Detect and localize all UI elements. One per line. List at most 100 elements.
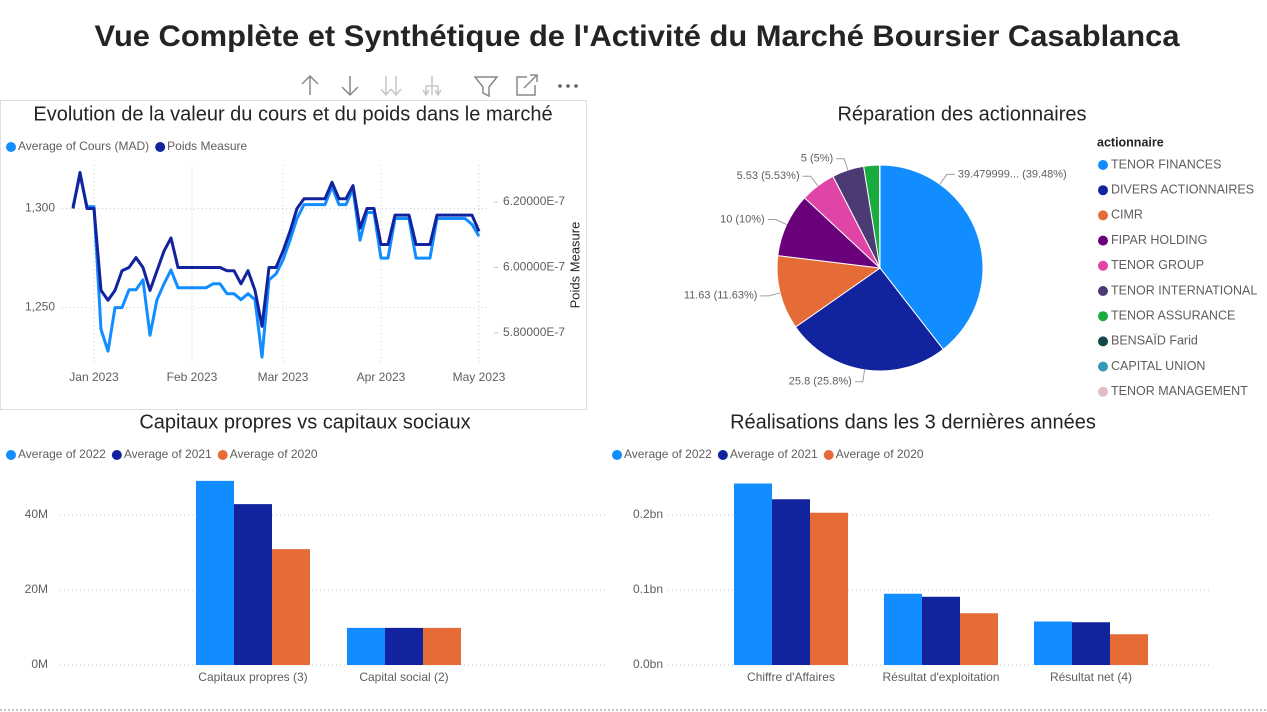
y-tick-label: 0.2bn [633,507,663,521]
bar [347,627,385,665]
chart-title: Capitaux propres vs capitaux sociaux [139,411,470,433]
chart-title: Réparation des actionnaires [837,103,1086,125]
legend-label: DIVERS ACTIONNAIRES [1111,182,1254,196]
drill-up[interactable] [301,74,319,95]
x-tick-label: Résultat net (4) [1050,670,1132,684]
legend-marker [823,450,834,460]
leader-line [836,158,849,171]
bar [1110,634,1148,665]
x-tick-label: Jan 2023 [69,370,119,384]
legend-marker [1098,210,1108,221]
legend-marker [1098,260,1108,271]
drill-down[interactable] [341,76,359,97]
leader-line [760,292,781,297]
x-tick-label: Capital social (2) [359,670,448,684]
leader-line [767,219,787,226]
y2-tick-label: 6.00000E-7 [503,260,565,274]
legend-label: Average of 2021 [730,447,818,461]
legend-marker [1098,160,1108,170]
y-tick-label: 40M [25,507,48,521]
x-tick-label: Mar 2023 [258,370,309,384]
legend-title: actionnaire [1097,135,1164,149]
bar [922,596,960,665]
legend-marker [111,450,122,460]
chart-title: Réalisations dans les 3 dernières années [730,411,1096,433]
legend-marker [612,450,622,460]
legend-label: Average of 2022 [624,447,712,461]
legend-marker [1098,185,1108,196]
leader-line [854,369,866,383]
bar [1072,622,1110,665]
visual-border [0,100,587,410]
legend-label: Average of 2020 [230,447,318,461]
legend-marker [1098,336,1108,347]
y-tick-label: 20M [25,582,48,596]
bar [1034,621,1072,665]
data-label: 39.479999... (39.48%) [958,168,1067,180]
legend-label: TENOR GROUP [1111,258,1204,272]
legend-marker [1098,386,1108,397]
legend-label: TENOR ASSURANCE [1111,308,1235,322]
y-tick-label: 1,300 [25,201,55,215]
series-line [71,173,481,359]
pie-slice [776,255,882,328]
more-options[interactable] [558,84,578,88]
legend-label: Poids Measure [167,139,247,153]
visual-toolbar [301,74,578,98]
legend-label: TENOR MANAGEMENT [1111,384,1248,398]
chart-title: Evolution de la valeur du cours et du po… [33,103,552,125]
bar [810,512,848,665]
legend-label: CIMR [1111,208,1143,222]
data-label: 10 (10%) [720,213,765,225]
bar [234,504,272,665]
pie-slice [794,267,944,372]
legend-marker [217,450,228,460]
focus-mode[interactable] [516,74,538,96]
legend-label: TENOR INTERNATIONAL [1111,283,1257,297]
leader-line [802,175,819,187]
y2-tick-label: 6.20000E-7 [503,194,565,208]
filter-icon[interactable] [473,76,499,98]
legend-label: BENSAÏD Farid [1111,334,1198,348]
legend-marker [1098,361,1108,372]
y-tick-label: 0M [31,657,48,671]
x-tick-label: Chiffre d'Affaires [747,670,835,684]
x-tick-label: Résultat d'exploitation [882,670,999,684]
y2-axis-title: Poids Measure [567,222,582,309]
x-tick-label: Apr 2023 [357,370,406,384]
page-title: Vue Complète et Synthétique de l'Activit… [95,20,1180,53]
y2-tick-label: 5.80000E-7 [503,325,565,339]
data-label: 11.63 (11.63%) [684,290,758,302]
bar [385,627,423,665]
x-tick-label: Capitaux propres (3) [198,670,307,684]
legend-marker [155,142,166,152]
legend-marker [1098,235,1108,246]
y-tick-label: 0.1bn [633,582,663,596]
expand-next-level[interactable] [380,76,402,97]
x-tick-label: May 2023 [453,370,506,384]
expand-hierarchy[interactable] [422,76,442,97]
pie-slice [879,164,984,351]
legend-label: Average of 2020 [836,447,924,461]
legend-marker [6,450,16,460]
bar [423,627,461,665]
legend-marker [6,142,16,152]
legend-label: FIPAR HOLDING [1111,233,1207,247]
data-label: 25.8 (25.8%) [789,376,852,388]
legend-marker [1098,286,1108,296]
leader-line [939,173,955,185]
bar [272,549,310,665]
legend-label: Average of 2021 [124,447,212,461]
data-label: 5 (5%) [801,153,833,165]
series-line [71,171,481,328]
legend-label: CAPITAL UNION [1111,359,1205,373]
bar [196,480,234,665]
bar [884,593,922,665]
legend-marker [717,450,728,460]
y-tick-label: 1,250 [25,300,55,314]
bar [960,613,998,665]
legend-label: TENOR FINANCES [1111,157,1221,171]
data-label: 5.53 (5.53%) [737,170,800,182]
legend-marker [1098,311,1108,322]
